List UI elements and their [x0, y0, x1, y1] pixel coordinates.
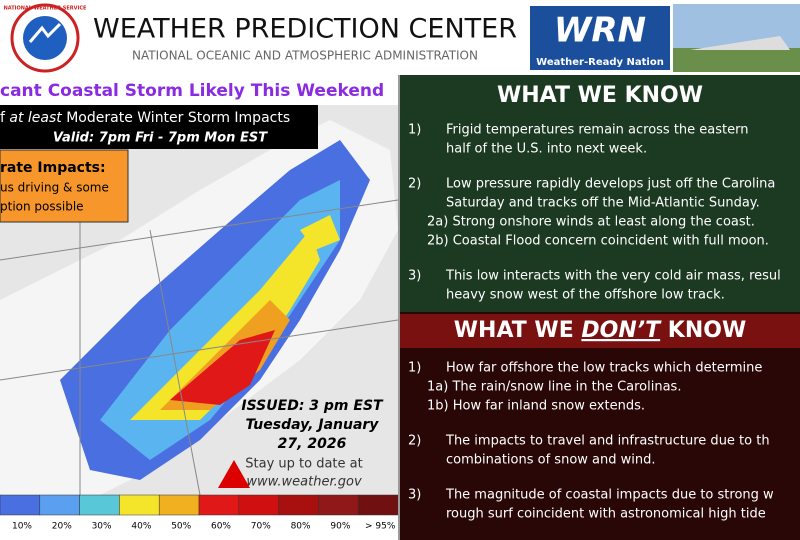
legend-label: 20%: [52, 522, 72, 532]
stay-url: www.weather.gov: [246, 475, 362, 490]
impacts-title: f at least Moderate Winter Storm Impacts: [0, 110, 290, 126]
dont-list: 1) How far offshore the low tracks which …: [408, 361, 774, 522]
stay: Stay up to date at: [245, 457, 362, 472]
legend-swatch: [79, 494, 120, 516]
legend-swatch: [278, 494, 319, 516]
item-line: heavy snow west of the offshore low trac…: [446, 288, 725, 303]
item-number: 2): [408, 177, 421, 192]
legend-swatch: [158, 494, 200, 516]
legend-label: 50%: [171, 522, 191, 532]
impact-box-line: ption possible: [0, 200, 84, 214]
item-sub: 1b) How far inland snow extends.: [427, 399, 645, 414]
item-line: Frigid temperatures remain across the ea…: [446, 123, 749, 138]
prob-60: [170, 330, 275, 405]
legend-swatch: [119, 494, 160, 516]
warning-icon: [218, 460, 250, 488]
item-number: 3): [408, 269, 421, 284]
legend-swatch: [39, 494, 80, 516]
item-sub: 2a) Strong onshore winds at least along …: [427, 215, 755, 230]
legend-label: 10%: [12, 522, 32, 532]
know-title: WHAT WE KNOW: [497, 83, 703, 108]
impacts-title-part: f: [0, 110, 9, 126]
legend: 10% 20% 30% 40% 50% 60% 70% 80% 90% > 95%: [0, 494, 399, 532]
legend-label: 60%: [211, 522, 231, 532]
item-sub: 2b) Coastal Flood concern coincident wit…: [427, 234, 769, 249]
legend-label: 80%: [291, 522, 311, 532]
state-lines: [0, 199, 399, 496]
headline: cant Coastal Storm Likely This Weekend: [0, 81, 384, 101]
legend-label: 40%: [131, 522, 151, 532]
dont-title-part: DON’T: [581, 318, 662, 343]
impact-box: [0, 149, 129, 223]
divider: [398, 75, 400, 540]
title: WEATHER PREDICTION CENTER: [93, 14, 517, 45]
impact-box-title: rate Impacts:: [0, 160, 106, 176]
impacts-title-part: at least: [9, 110, 62, 126]
item-line: rough surf coincident with astronomical …: [446, 507, 766, 522]
subtitle: NATIONAL OCEANIC AND ATMOSPHERIC ADMINIS…: [132, 49, 478, 63]
issued: Tuesday, January: [246, 417, 380, 433]
legend-label: > 95%: [365, 522, 396, 532]
photo-ground: [673, 48, 800, 72]
item-sub: 1a) The rain/snow line in the Carolinas.: [427, 380, 681, 395]
legend-label: 30%: [92, 522, 112, 532]
map-shapes: [0, 120, 399, 496]
item-number: 3): [408, 488, 421, 503]
prob-ne: [300, 215, 340, 250]
photo-building: [690, 36, 790, 50]
prob-40: [130, 230, 320, 420]
impacts-banner: [0, 105, 318, 149]
seal-icon: [28, 22, 62, 43]
item-line: How far offshore the low tracks which de…: [446, 361, 762, 376]
seal-center: [23, 16, 67, 60]
item-line: Low pressure rapidly develops just off t…: [446, 177, 775, 192]
item-line: Saturday and tracks off the Mid-Atlantic…: [446, 196, 760, 211]
item-line: The magnitude of coastal impacts due to …: [445, 488, 774, 503]
legend-swatch: [318, 494, 359, 516]
legend-swatch: [0, 494, 41, 516]
legend-swatch: [198, 494, 240, 516]
dont-title-part: WHAT WE: [454, 318, 582, 343]
item-line: The impacts to travel and infrastructure…: [445, 434, 770, 449]
impact-box-line: us driving & some: [0, 181, 109, 195]
legend-swatch: [357, 494, 399, 516]
valid: Valid: 7pm Fri - 7pm Mon EST: [53, 131, 268, 146]
item-number: 2): [408, 434, 421, 449]
impacts-title-part: Moderate Winter Storm Impacts: [62, 110, 290, 126]
legend-label: 90%: [330, 522, 350, 532]
item-number: 1): [408, 361, 421, 376]
legend-label: 70%: [251, 522, 271, 532]
wrn-text: WRN: [554, 11, 646, 51]
know-list: 1) Frigid temperatures remain across the …: [408, 123, 781, 303]
issued: ISSUED: 3 pm EST: [241, 398, 384, 414]
issued: 27, 2026: [278, 436, 347, 452]
legend-swatch: [238, 494, 279, 516]
wrn-logo: [530, 6, 670, 70]
dont-panel: [400, 312, 800, 540]
item-line: combinations of snow and wind.: [446, 453, 656, 468]
know-panel: [400, 75, 800, 312]
wrn-caption: Weather-Ready Nation: [536, 57, 664, 68]
item-line: This low interacts with the very cold ai…: [445, 269, 781, 284]
dont-title-part: KNOW: [660, 318, 746, 343]
item-number: 1): [408, 123, 421, 138]
dont-title: WHAT WE DON’T KNOW: [454, 318, 746, 343]
item-line: half of the U.S. into next week.: [446, 142, 647, 157]
dont-header: [400, 314, 800, 348]
seal-text: NATIONAL WEATHER SERVICE: [4, 6, 87, 12]
